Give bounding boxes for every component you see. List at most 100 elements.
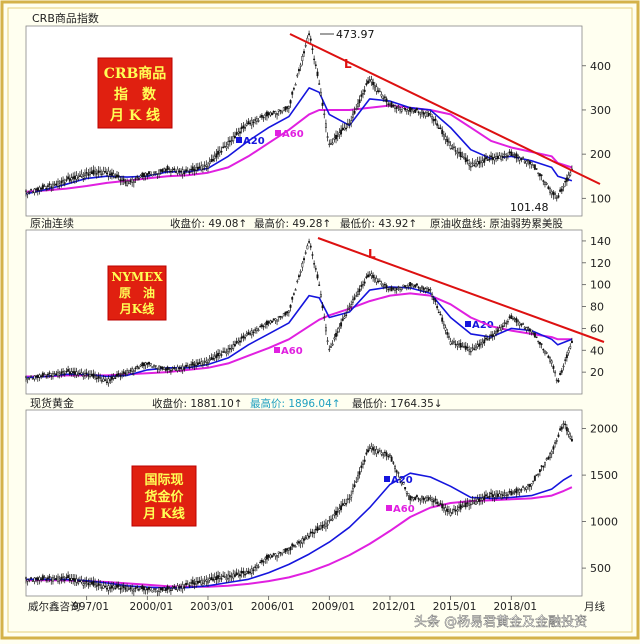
crb-candle-body [213,155,216,159]
gold-candle-body [146,588,149,591]
gold-candle [318,524,321,530]
oil-candle-body [30,375,33,377]
oil-candle [402,284,405,287]
crb-candle [301,53,304,66]
oil-candle [276,319,279,326]
oil-candle [109,376,112,384]
gold-candle [289,546,292,555]
oil-candle-body [409,282,412,287]
oil-candle [281,316,284,320]
crb-candle-body [559,189,562,192]
gold-candle-body [453,508,455,511]
oil-candle-body [335,333,337,337]
oil-candle-body [328,348,331,351]
oil-candle-body [363,281,366,284]
crb-candle-body [84,173,86,177]
crb-candle [272,110,275,115]
gold-candle [97,578,100,591]
gold-candle [385,450,388,461]
gold-candle [78,576,81,583]
oil-candle-body [431,293,434,297]
oil-candle-body [80,372,83,375]
gold-candle [405,491,408,497]
crb-candle-body [220,151,223,153]
gold-candle [218,572,221,583]
oil-candle-body [287,310,290,313]
gold-candle [560,424,563,432]
oil-candle [501,322,504,331]
gold-close-stat: 收盘价: 1881.10↑ [152,397,243,410]
gold-candle [343,498,346,507]
crb-candle [402,106,405,109]
crb-candle-body [207,166,209,169]
gold-candle [35,576,38,583]
gold-candle [321,521,324,531]
gold-candle-body [360,465,363,468]
crb-candle-body [549,188,551,193]
oil-candle [456,340,459,351]
crb-candle-body [227,141,230,146]
oil-candle-body [203,361,206,363]
crb-candle-body [405,109,408,112]
crb-candle-body [36,187,39,191]
gold-candle-body [237,573,240,576]
gold-candle-body [340,505,343,510]
gold-candle [353,480,356,489]
gold-candle [476,494,479,504]
crb-candle-body [358,99,361,104]
crb-candle [421,109,423,117]
oil-candle [136,364,139,370]
crb-candle [196,162,199,172]
crb-candle-body [479,160,482,163]
crb-candle [57,178,59,189]
gold-candle-body [153,588,156,590]
gold-candle-body [53,578,56,580]
oil-candle-body [148,361,150,365]
gold-candle [203,575,206,585]
crb-candle [343,123,346,131]
crb-candle [198,162,201,169]
gold-candle [569,432,572,440]
oil-candle [533,332,536,338]
oil-candle-body [527,326,530,329]
oil-candle [55,370,58,376]
gold-candle-body [422,497,425,500]
oil-candle [323,313,326,321]
gold-candle [496,490,499,499]
gold-candle [279,551,282,557]
oil-candle-body [299,271,302,273]
oil-candle [464,341,467,352]
gold-candle [156,590,159,597]
gold-candle-body [515,488,518,494]
oil-candle-body [105,381,108,383]
gold-candle [60,573,63,584]
oil-candle [446,328,449,339]
gold-candle [43,575,46,579]
oil-candle [104,375,107,382]
oil-candle-body [517,320,519,323]
oil-candle [298,273,300,281]
crb-candle-body [382,97,385,100]
gold-candle-body [136,586,139,588]
crb-candle [431,113,434,124]
oil-candle-body [213,355,216,359]
crb-candle [314,61,317,70]
crb-candle-body [351,113,354,118]
crb-candle-body [276,113,279,116]
panel-gold-area [25,409,583,597]
crb-candle [183,169,186,177]
crb-candle [281,110,284,115]
crb-candle-body [119,179,122,182]
gold-candle-body [220,578,223,580]
crb-candle [291,90,294,99]
oil-candle [353,293,356,301]
gold-candle [121,583,123,593]
oil-candle-body [567,350,570,354]
x-tick-label: 2015/01 [433,601,477,613]
gold-candle-body [292,545,295,547]
crb-candle-body [70,177,73,181]
crb-candle [444,132,447,145]
oil-candle [318,281,321,286]
gold-candle [523,487,526,492]
oil-candle-body [429,288,432,291]
